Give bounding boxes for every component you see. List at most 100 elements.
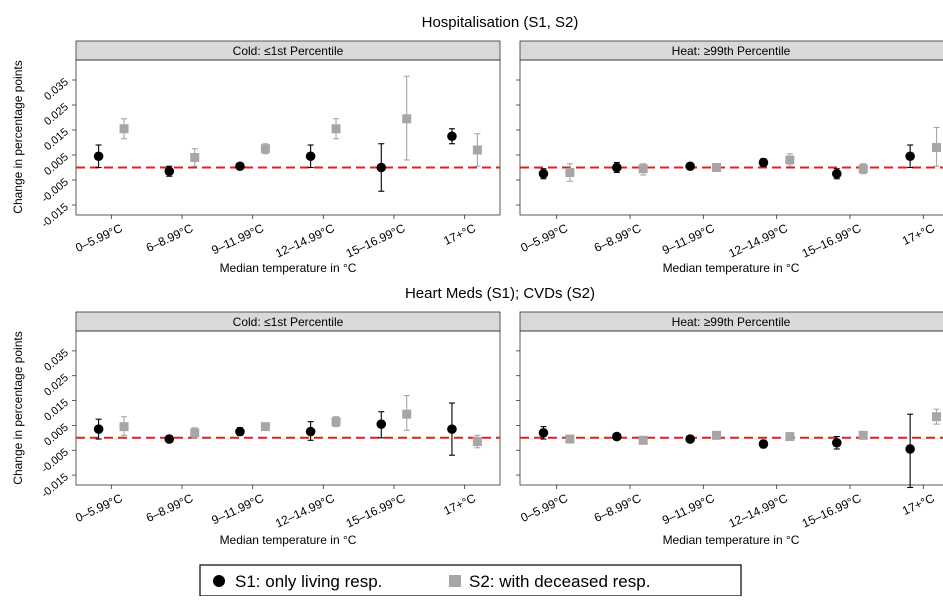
x-tick-label: 9–11.99°C <box>660 491 717 527</box>
data-point-s2 <box>260 422 270 432</box>
strip-label: Cold: ≤1st Percentile <box>233 315 344 329</box>
x-tick-label: 12–14.99°C <box>726 491 790 531</box>
data-point-s2 <box>260 144 270 154</box>
y-tick-label: 0.025 <box>42 101 71 128</box>
data-point-s2 <box>402 114 412 124</box>
data-point-s2 <box>638 435 648 445</box>
data-point-s1 <box>93 151 104 162</box>
y-axis-label-top: Change in percentage points <box>11 60 25 213</box>
data-point-s2 <box>565 168 575 177</box>
x-tick-label: 15–16.99°C <box>800 221 864 261</box>
y-tick-label: -0.005 <box>39 446 71 475</box>
y-tick-label: 0.025 <box>42 372 71 399</box>
data-point-s1 <box>538 428 549 438</box>
strip-label: Heat: ≥99th Percentile <box>672 44 791 58</box>
legend-box <box>199 564 742 597</box>
legend-s1-label: S1: only living resp. <box>235 572 382 591</box>
x-tick-label: 12–14.99°C <box>273 491 337 531</box>
data-point-s2 <box>565 434 575 444</box>
data-point-s1 <box>832 168 842 179</box>
y-tick-label: 0.035 <box>42 347 71 374</box>
x-tick-label: 17+°C <box>900 491 937 518</box>
data-point-s1 <box>93 424 104 434</box>
data-point-s2 <box>119 422 129 432</box>
y-tick-label: 0.005 <box>42 151 71 178</box>
strip-bottom-cold: Cold: ≤1st Percentile <box>75 311 501 332</box>
data-point-s2 <box>402 409 412 419</box>
y-tick-label: 0.005 <box>42 421 71 448</box>
panel-3: 0–5.99°C 6–8.99°C 9–11.99°C 12–14.99°C 15–16… <box>516 330 943 531</box>
y-axis-label-bottom: Change in percentage points <box>11 331 25 484</box>
x-axis-label-bottom-heat: Median temperature in °C <box>663 533 800 547</box>
row-title-hospitalisation: Hospitalisation (S1, S2) <box>422 14 579 31</box>
data-point-s2 <box>331 124 341 134</box>
x-tick-label: 6–8.99°C <box>592 491 644 525</box>
data-point-s2 <box>858 164 868 174</box>
data-point-s2 <box>638 164 648 174</box>
strip-label: Heat: ≥99th Percentile <box>672 315 791 329</box>
data-point-s2 <box>785 155 795 165</box>
x-tick-label: 6–8.99°C <box>144 491 196 525</box>
data-point-s2 <box>190 428 200 438</box>
x-tick-label: 12–14.99°C <box>726 221 790 261</box>
data-point-s1 <box>758 157 769 168</box>
data-point-s1 <box>905 444 915 454</box>
data-point-s1 <box>447 131 457 142</box>
data-point-s1 <box>376 162 387 173</box>
x-tick-label: 6–8.99°C <box>592 221 644 255</box>
y-tick-label: -0.015 <box>39 471 71 500</box>
data-point-s1 <box>758 439 769 449</box>
data-point-s2 <box>712 163 722 172</box>
data-point-s1 <box>305 151 316 162</box>
legend: S1: only living resp. S2: with deceased … <box>199 564 742 597</box>
x-axis-label-top-cold: Median temperature in °C <box>220 261 357 275</box>
x-tick-label: 15–16.99°C <box>344 491 408 531</box>
x-tick-label: 0–5.99°C <box>73 491 125 525</box>
panel-frame <box>519 59 943 216</box>
y-tick-label: 0.035 <box>42 76 71 103</box>
strip-bottom-heat: Heat: ≥99th Percentile <box>519 311 943 332</box>
strip-top-cold: Cold: ≤1st Percentile <box>75 40 501 61</box>
data-point-s1 <box>612 431 622 442</box>
panel-frame <box>75 59 501 216</box>
panel-frame <box>75 330 501 486</box>
y-tick-label: 0.015 <box>42 397 71 424</box>
x-tick-label: 15–16.99°C <box>800 491 864 531</box>
x-tick-label: 9–11.99°C <box>660 221 717 257</box>
data-point-s2 <box>472 145 482 155</box>
x-tick-label: 0–5.99°C <box>73 221 125 255</box>
data-point-s2 <box>331 417 341 427</box>
x-tick-label: 17+°C <box>900 221 937 248</box>
x-tick-label: 9–11.99°C <box>209 491 266 527</box>
legend-s1-marker <box>213 575 225 587</box>
x-tick-label: 6–8.99°C <box>144 221 196 255</box>
data-point-s1 <box>685 434 695 444</box>
data-point-s2 <box>472 437 482 447</box>
data-point-s1 <box>538 168 549 179</box>
data-point-s2 <box>119 124 129 134</box>
legend-s2-label: S2: with deceased resp. <box>469 572 650 591</box>
panel-frame <box>519 330 943 486</box>
y-tick-label: 0.015 <box>42 126 71 153</box>
data-point-s2 <box>932 412 942 422</box>
data-point-s1 <box>305 426 316 437</box>
row-title-heart-meds: Heart Meds (S1); CVDs (S2) <box>405 285 595 302</box>
data-point-s1 <box>832 437 842 448</box>
legend-s2-marker <box>449 575 461 587</box>
y-tick-label: -0.005 <box>39 176 71 205</box>
data-point-s1 <box>685 161 695 172</box>
x-tick-label: 17+°C <box>441 491 478 518</box>
data-point-s1 <box>235 161 245 172</box>
data-point-s1 <box>376 419 387 429</box>
panel-1: 0–5.99°C 6–8.99°C 9–11.99°C 12–14.99°C 15–16… <box>516 59 943 261</box>
data-point-s1 <box>235 426 245 437</box>
x-tick-label: 0–5.99°C <box>519 491 571 525</box>
strip-label: Cold: ≤1st Percentile <box>233 44 344 58</box>
data-point-s2 <box>712 430 722 440</box>
data-point-s1 <box>612 162 622 173</box>
x-tick-label: 0–5.99°C <box>519 221 571 255</box>
